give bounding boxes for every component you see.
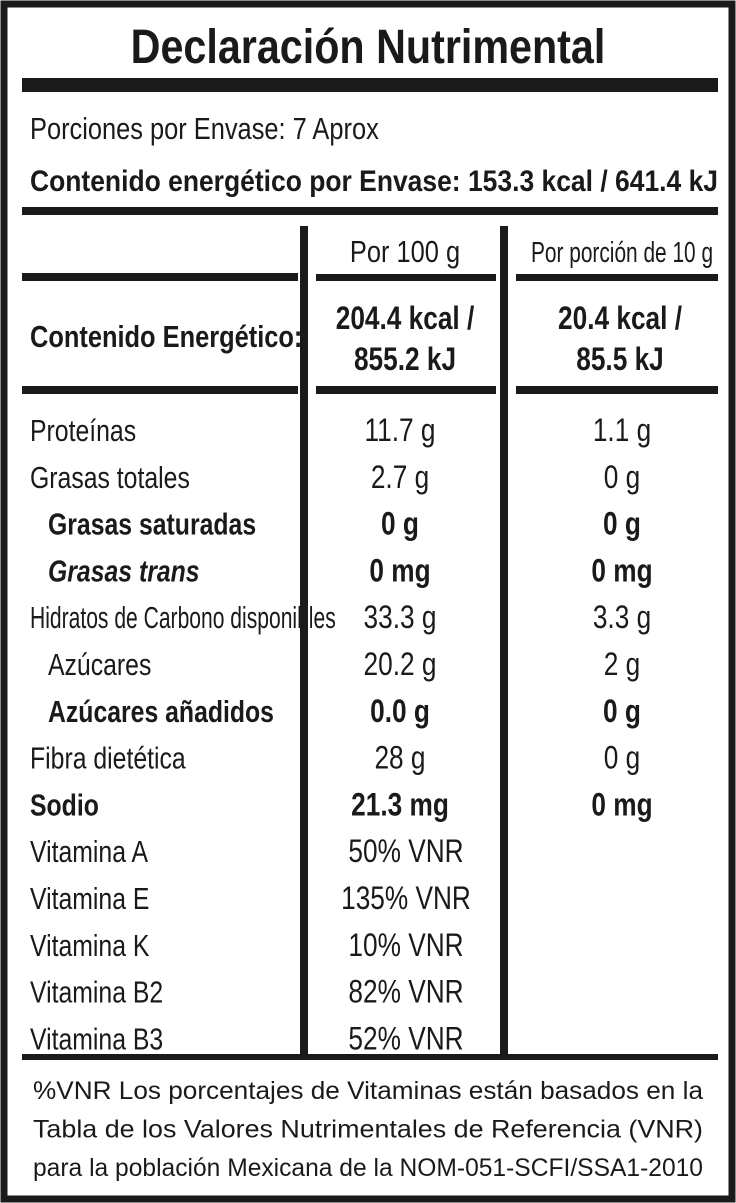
nutrient-label: Grasas totales xyxy=(30,460,190,494)
per-100g-value: 21.3 mg xyxy=(351,788,449,823)
per-100g-value: 0 g xyxy=(381,507,419,542)
per-100g-value: 0 mg xyxy=(369,554,430,589)
rule xyxy=(22,273,298,281)
per-portion-value: 3.3 g xyxy=(593,601,651,636)
nutrient-label: Vitamina A xyxy=(30,835,148,869)
per-100g-value: 2.7 g xyxy=(371,460,429,495)
per-portion-value: 0 g xyxy=(604,741,640,776)
nutrient-label: Vitamina K xyxy=(30,928,150,962)
per-100g-value: 135% VNR xyxy=(341,882,471,917)
column-divider xyxy=(500,226,508,1054)
column-header: Por porción de 10 g xyxy=(531,237,713,269)
per-100g-value: 50% VNR xyxy=(348,835,463,870)
nutrient-label: Vitamina B2 xyxy=(30,975,163,1009)
per-portion-value: 0 g xyxy=(603,694,641,729)
energy-per-package: Contenido energético por Envase: 153.3 k… xyxy=(30,165,718,198)
per-100g-value: 20.2 g xyxy=(364,648,437,683)
rule xyxy=(22,1054,718,1060)
per-portion-value: 0 g xyxy=(604,460,640,495)
nutrient-label: Fibra dietética xyxy=(30,741,186,775)
energy-value: 85.5 kJ xyxy=(576,343,664,378)
nutrient-label: Grasas trans xyxy=(48,554,200,588)
nutrient-label: Hidratos de Carbono disponibles xyxy=(30,600,336,635)
footnote: %VNR Los porcentajes de Vitaminas están … xyxy=(33,1077,703,1105)
per-portion-value: 0 g xyxy=(603,507,641,542)
per-100g-value: 52% VNR xyxy=(348,1022,463,1057)
column-divider xyxy=(300,226,308,1054)
per-100g-value: 33.3 g xyxy=(364,601,437,636)
nutrient-label: Vitamina E xyxy=(30,881,149,915)
per-100g-value: 82% VNR xyxy=(348,975,463,1010)
footnote: Tabla de los Valores Nutrimentales de Re… xyxy=(33,1116,703,1144)
per-portion-value: 1.1 g xyxy=(593,414,651,449)
thick-rule xyxy=(22,78,718,92)
nutrient-label: Azúcares xyxy=(48,647,151,681)
per-100g-value: 11.7 g xyxy=(365,414,436,449)
rule xyxy=(22,207,718,215)
column-header: Por 100 g xyxy=(350,235,460,270)
title: Declaración Nutrimental xyxy=(131,20,606,74)
per-portion-value: 0 mg xyxy=(591,788,652,823)
servings: Porciones por Envase: 7 Aprox xyxy=(30,112,379,147)
per-100g-value: 28 g xyxy=(374,741,425,776)
nutrient-label: Azúcares añadidos xyxy=(48,694,274,728)
nutrient-label: Proteínas xyxy=(30,413,136,447)
rule xyxy=(22,386,298,394)
per-100g-value: 10% VNR xyxy=(348,928,463,963)
per-portion-value: 2 g xyxy=(604,648,640,683)
energy-label: Contenido Energético: xyxy=(30,320,302,355)
per-portion-value: 0 mg xyxy=(591,554,652,589)
nutrient-label: Grasas saturadas xyxy=(48,507,256,541)
rule xyxy=(516,386,718,394)
nutrient-label: Vitamina B3 xyxy=(30,1022,163,1056)
rule xyxy=(316,386,496,394)
nutrient-label: Sodio xyxy=(30,788,99,822)
energy-value: 204.4 kcal / xyxy=(336,302,475,337)
rule xyxy=(516,274,718,281)
rule xyxy=(316,274,496,281)
per-100g-value: 0.0 g xyxy=(370,694,430,729)
energy-value: 20.4 kcal / xyxy=(558,302,682,337)
energy-value: 855.2 kJ xyxy=(354,343,456,378)
footnote: para la población Mexicana de la NOM-051… xyxy=(33,1154,703,1182)
